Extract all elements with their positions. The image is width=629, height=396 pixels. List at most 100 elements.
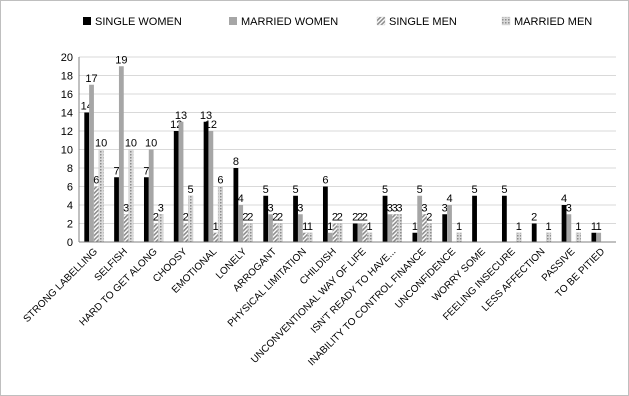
data-label: 3 [442, 202, 448, 214]
data-label: 1 [516, 221, 522, 233]
legend-swatch [501, 16, 511, 26]
bar-married-men [98, 149, 104, 243]
bar-single-men [93, 186, 99, 243]
data-label: 5 [188, 184, 194, 196]
bar-single-women [84, 112, 90, 242]
bar-married-women [148, 149, 154, 242]
bar-single-women [263, 195, 269, 242]
bar-married-women [387, 214, 393, 242]
data-label: 5 [263, 184, 269, 196]
data-label: 3 [566, 202, 572, 214]
data-label: 1 [412, 221, 418, 233]
bar-single-women [531, 223, 537, 242]
data-label: 2 [362, 212, 368, 224]
bar-married-men [217, 186, 224, 243]
bar-married-men [307, 232, 313, 243]
data-label: 3 [421, 202, 427, 214]
y-tick-label: 2 [67, 219, 73, 231]
bar-married-men [456, 232, 462, 243]
bar-married-women [268, 214, 273, 242]
bar-single-men [123, 214, 129, 243]
bar-married-women [297, 214, 303, 242]
data-label: 5 [292, 184, 298, 196]
bar-married-men [128, 149, 134, 243]
bar-single-women [233, 168, 239, 242]
data-label: 6 [322, 175, 328, 187]
data-label: 13 [200, 110, 212, 122]
bar-single-men [272, 223, 278, 243]
bar-single-men [183, 223, 189, 243]
bar-married-men [247, 223, 253, 243]
bar-married-men [396, 214, 402, 243]
data-label: 3 [387, 202, 393, 214]
bar-married-women [447, 205, 452, 242]
data-label: 12 [205, 119, 217, 131]
bar-married-men [426, 223, 432, 243]
data-label: 13 [175, 110, 187, 122]
data-label: 1 [302, 221, 308, 233]
data-label: 1 [591, 221, 597, 233]
data-label: 6 [93, 175, 99, 187]
bar-single-women [293, 195, 298, 242]
bar-single-women [114, 177, 119, 242]
data-label: 5 [417, 184, 423, 196]
bar-single-women [561, 205, 567, 242]
bar-single-men [392, 214, 398, 243]
data-label: 3 [392, 202, 398, 214]
bar-single-women [472, 195, 477, 242]
bar-single-men [242, 223, 249, 243]
data-label: 2 [357, 212, 363, 224]
bar-married-men [337, 223, 343, 243]
data-label: 3 [158, 202, 164, 214]
bar-married-women [357, 223, 363, 242]
x-tick-label: WORRY SOME [430, 246, 488, 304]
y-tick-label: 16 [61, 89, 73, 101]
legend-label: SINGLE MEN [389, 16, 457, 28]
legend-label: MARRIED MEN [514, 16, 592, 28]
legend-label: MARRIED WOMEN [241, 16, 338, 28]
data-label: 1 [367, 221, 373, 233]
data-label: 2 [247, 212, 253, 224]
y-tick-label: 0 [67, 237, 73, 249]
bar-single-women [352, 223, 358, 242]
bar-single-men [332, 223, 338, 243]
data-label: 8 [233, 156, 239, 168]
data-label: 2 [531, 212, 537, 224]
bar-married-men [188, 195, 194, 243]
bar-married-men [575, 232, 581, 243]
data-label: 1 [213, 221, 219, 233]
data-label: 3 [267, 202, 273, 214]
y-tick-label: 8 [67, 163, 73, 175]
bar-married-men [546, 232, 552, 243]
data-label: 19 [115, 54, 127, 66]
data-label: 3 [123, 202, 129, 214]
data-label: 5 [382, 184, 388, 196]
data-label: 2 [277, 212, 283, 224]
data-label: 10 [125, 138, 137, 150]
y-tick-label: 20 [61, 52, 73, 64]
bar-single-women [412, 232, 418, 242]
y-tick-label: 12 [61, 126, 73, 138]
data-label: 2 [352, 212, 358, 224]
data-label: 1 [307, 221, 313, 233]
gridlines [79, 56, 616, 224]
data-label: 5 [471, 184, 477, 196]
data-label: 1 [327, 221, 333, 233]
bar-single-women [501, 195, 507, 242]
bar-single-women [322, 186, 328, 242]
data-label: 7 [113, 165, 119, 177]
legend-swatch [229, 17, 237, 25]
data-label: 2 [153, 212, 159, 224]
data-label: 2 [183, 212, 189, 224]
data-label: 10 [95, 138, 107, 150]
data-label: 3 [297, 202, 303, 214]
bar-married-women [566, 214, 572, 242]
data-label: 2 [242, 212, 248, 224]
bar-married-women [596, 232, 602, 242]
legend-swatch [83, 17, 91, 25]
bar-single-men [153, 223, 159, 243]
data-label: 3 [396, 202, 402, 214]
data-label: 2 [332, 212, 338, 224]
bar-single-women [173, 131, 179, 242]
